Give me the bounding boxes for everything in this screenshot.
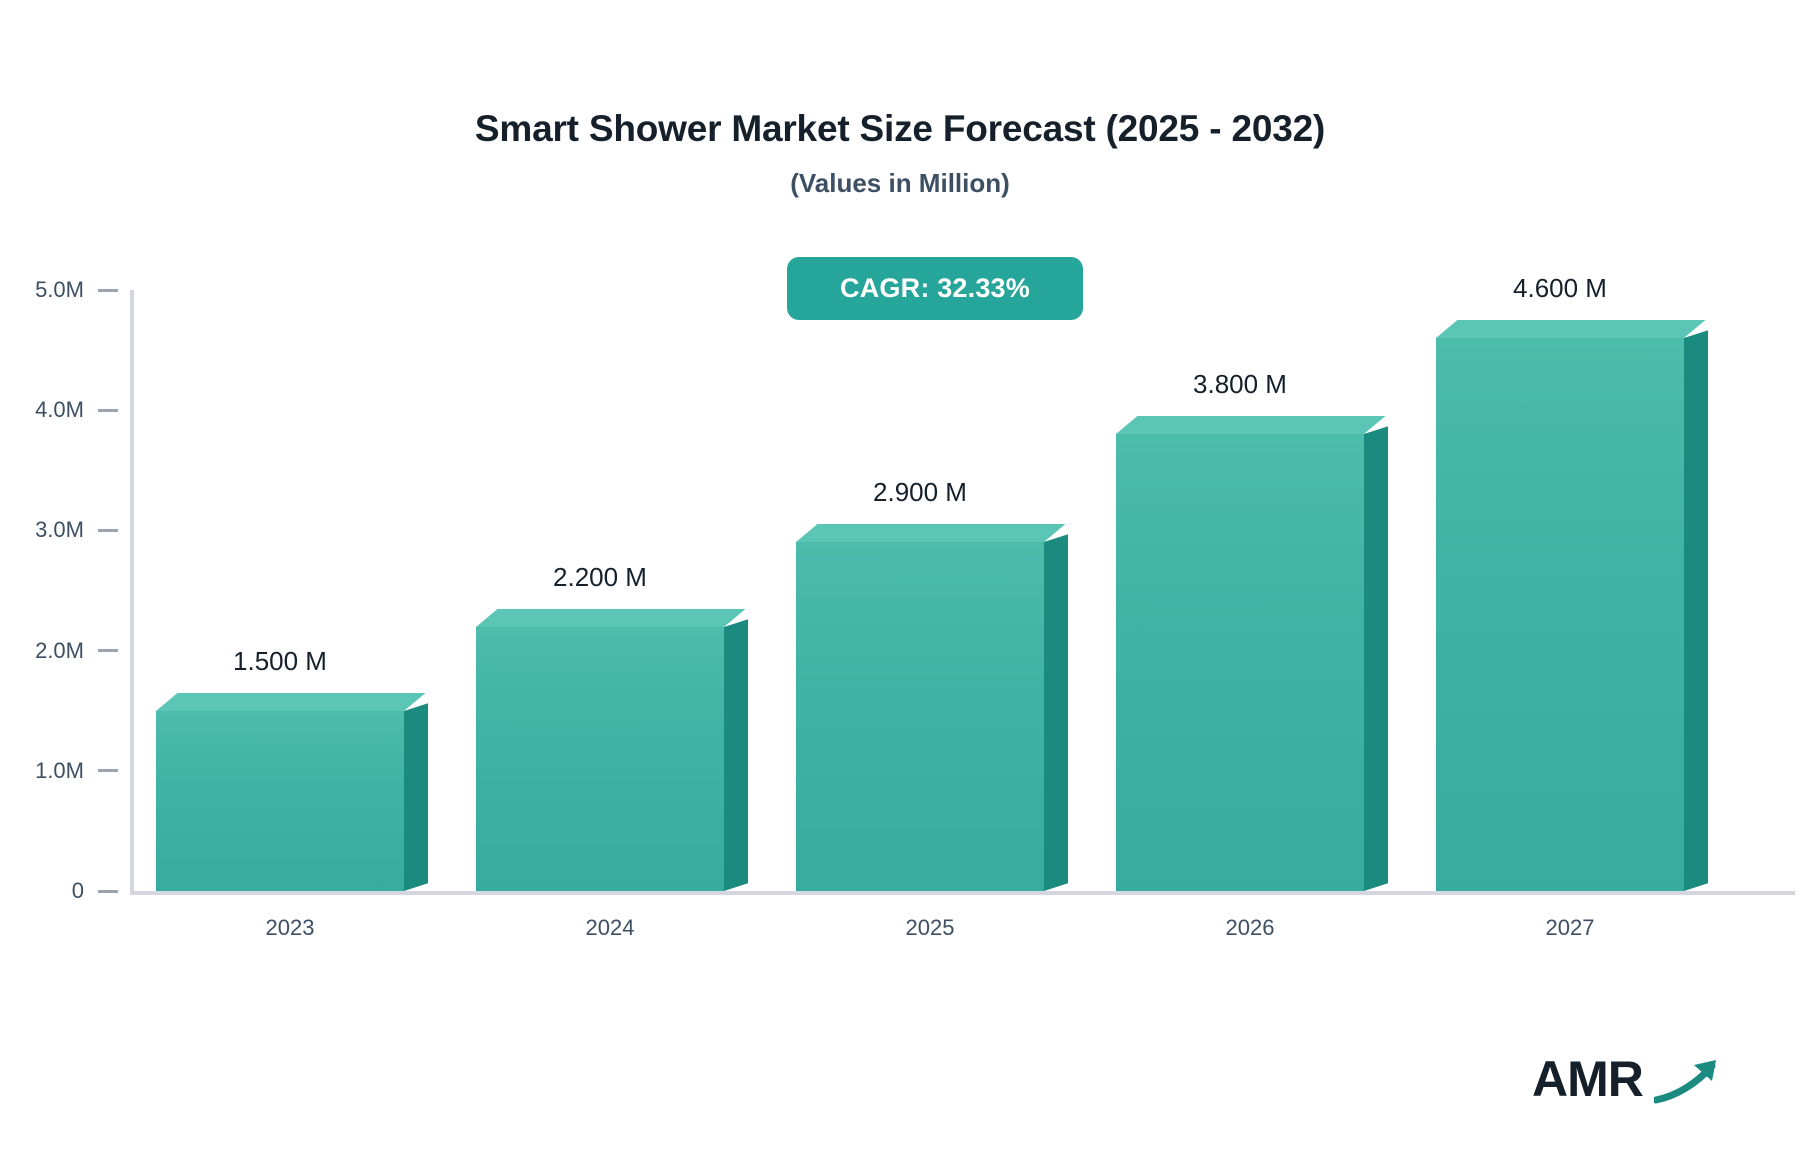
bar-top-face — [156, 692, 426, 711]
bar-value-label: 4.600 M — [1513, 273, 1607, 304]
y-axis-tick-label: 4.0M — [35, 397, 84, 423]
y-axis-tick-mark — [98, 649, 118, 653]
bar-front-face — [1436, 338, 1684, 891]
y-axis-line — [130, 290, 134, 895]
x-axis-line — [130, 891, 1795, 895]
chart-subtitle: (Values in Million) — [790, 168, 1010, 198]
cagr-badge-label: CAGR: 32.33% — [840, 273, 1030, 303]
bar-top-face — [1116, 416, 1386, 435]
bar-value-label: 2.200 M — [553, 561, 647, 592]
bar-side-face — [404, 702, 428, 891]
bar-value-label: 2.900 M — [873, 477, 967, 508]
y-axis-tick-label: 2.0M — [35, 637, 84, 663]
bar-top-face — [476, 608, 746, 627]
bar-value-label: 1.500 M — [233, 645, 327, 676]
y-axis-tick-label: 0 — [71, 878, 84, 903]
growth-arrow-icon — [1654, 1060, 1716, 1104]
chart-title: Smart Shower Market Size Forecast (2025 … — [474, 108, 1326, 149]
bar-top-face — [796, 524, 1066, 543]
y-axis-tick-label: 5.0M — [35, 277, 84, 302]
bar-top-face — [1436, 320, 1706, 339]
x-axis-label-2025: 2025 — [905, 915, 955, 940]
y-axis-tick-mark — [98, 889, 118, 893]
bar-side-face — [1364, 426, 1388, 891]
y-axis-tick-mark — [98, 408, 118, 412]
bar-front-face — [156, 710, 404, 891]
y-axis-tick-mark — [98, 769, 118, 773]
bar-2026: 3.800 M — [1116, 369, 1388, 891]
x-axis-label-2024: 2024 — [585, 915, 635, 940]
bar-2025: 2.900 M — [796, 477, 1068, 891]
bars-layer: 1.500 M 2.200 M 2.900 M 3.800 M 4.600 M — [130, 273, 1730, 895]
bar-2027: 4.600 M — [1436, 273, 1708, 892]
bar-front-face — [796, 542, 1044, 891]
y-axis-tick-label: 1.0M — [35, 757, 84, 783]
bar-value-label: 3.800 M — [1193, 369, 1287, 400]
bar-side-face — [724, 618, 748, 891]
plot-area: 5.0M 4.0M 3.0M 2.0M 1.0M 0 1.500 M 2.200 M 2.90… — [35, 273, 1795, 940]
x-axis-label-2023: 2023 — [265, 915, 315, 940]
y-axis-tick-label: 3.0M — [35, 517, 84, 543]
bar-side-face — [1044, 534, 1068, 891]
bar-2024: 2.200 M — [476, 562, 748, 891]
cagr-badge: CAGR: 32.33% — [787, 257, 1083, 320]
y-axis-tick-mark — [98, 528, 118, 532]
amr-logo: AMR — [1532, 1046, 1722, 1110]
x-axis-label-2026: 2026 — [1225, 915, 1275, 940]
bar-front-face — [476, 626, 724, 891]
y-axis-tick-mark — [98, 288, 118, 292]
amr-logo-text: AMR — [1532, 1051, 1644, 1107]
bar-front-face — [1116, 434, 1364, 891]
bar-2023: 1.500 M — [156, 646, 428, 891]
x-axis-label-2027: 2027 — [1545, 915, 1595, 940]
bar-side-face — [1684, 330, 1708, 892]
